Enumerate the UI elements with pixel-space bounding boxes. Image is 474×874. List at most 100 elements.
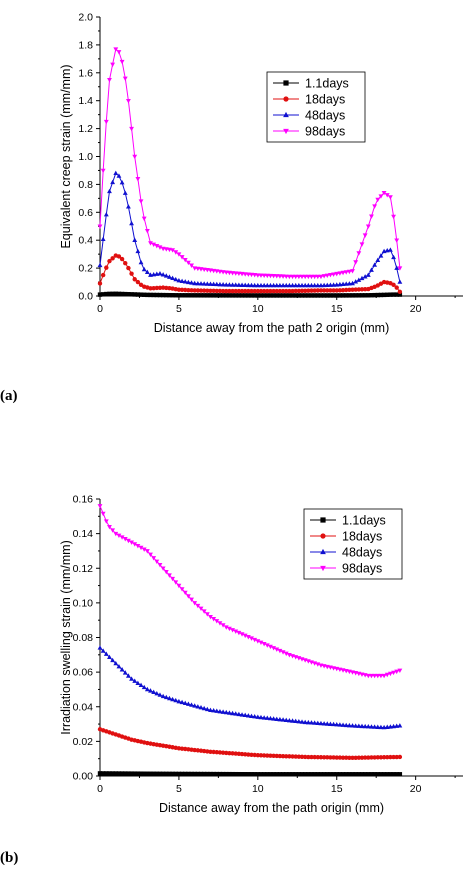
data-point xyxy=(290,288,295,294)
data-point xyxy=(353,755,358,760)
data-point xyxy=(176,583,182,589)
data-point xyxy=(271,753,276,759)
data-point xyxy=(369,755,374,760)
x-tick-label: 10 xyxy=(252,783,264,795)
data-point xyxy=(261,715,267,720)
x-tick-label: 15 xyxy=(331,783,343,795)
data-point xyxy=(129,540,134,545)
data-point xyxy=(167,573,172,578)
data-point xyxy=(138,682,144,688)
data-point xyxy=(255,772,261,777)
data-point xyxy=(220,293,226,298)
legend-marker xyxy=(283,111,289,118)
data-point xyxy=(129,676,134,681)
data-point xyxy=(274,647,280,652)
data-point xyxy=(223,282,229,287)
data-point xyxy=(385,754,390,760)
data-point xyxy=(397,279,403,284)
data-point xyxy=(173,250,179,255)
data-point xyxy=(387,671,393,677)
data-point xyxy=(296,754,302,759)
data-point xyxy=(148,241,153,246)
data-point xyxy=(324,721,330,726)
data-point xyxy=(198,704,204,710)
data-point xyxy=(283,274,289,279)
data-point xyxy=(337,755,343,760)
data-point xyxy=(163,273,169,278)
data-point xyxy=(283,651,289,657)
data-point xyxy=(375,755,380,760)
legend-label: 48days xyxy=(305,109,345,123)
data-point xyxy=(132,154,138,160)
data-point xyxy=(249,713,254,718)
data-point xyxy=(290,718,295,723)
data-point xyxy=(331,288,336,293)
series-1.1days xyxy=(97,771,403,777)
data-point xyxy=(103,211,109,217)
legend-label: 48days xyxy=(342,546,382,560)
data-point xyxy=(214,708,220,713)
data-point xyxy=(347,755,352,760)
data-point xyxy=(286,717,292,723)
data-point xyxy=(230,710,235,716)
data-point xyxy=(255,288,261,294)
y-tick-label: 0.12 xyxy=(73,563,94,575)
data-point xyxy=(122,670,128,675)
data-point xyxy=(372,673,378,679)
data-point xyxy=(100,272,106,278)
data-point xyxy=(397,754,403,760)
data-point xyxy=(160,272,166,277)
data-point xyxy=(208,707,213,712)
data-point xyxy=(192,771,197,777)
data-point xyxy=(312,772,317,777)
data-point xyxy=(366,772,371,777)
data-point xyxy=(343,270,349,275)
data-point xyxy=(173,580,179,585)
data-point xyxy=(264,643,270,648)
data-point xyxy=(167,695,172,701)
data-point xyxy=(204,612,210,617)
data-point xyxy=(179,255,185,260)
series-1.1days xyxy=(97,291,403,298)
data-point xyxy=(280,288,286,294)
data-point xyxy=(144,228,150,234)
data-point xyxy=(381,292,387,298)
data-point xyxy=(280,650,286,655)
data-point xyxy=(252,293,257,298)
data-point xyxy=(274,282,280,288)
data-point xyxy=(283,282,289,288)
data-point xyxy=(145,292,150,298)
data-point xyxy=(328,772,333,777)
data-point xyxy=(290,274,295,280)
data-point xyxy=(104,771,109,776)
data-point xyxy=(252,714,258,719)
data-point xyxy=(290,282,295,288)
data-point xyxy=(170,293,175,298)
data-point xyxy=(233,711,239,716)
data-point xyxy=(189,771,194,777)
data-point xyxy=(321,721,327,726)
data-point xyxy=(353,293,358,298)
data-point xyxy=(211,708,217,713)
data-point xyxy=(286,274,292,280)
data-point xyxy=(211,293,216,298)
data-point xyxy=(293,293,298,298)
data-point xyxy=(116,173,122,178)
data-point xyxy=(268,293,273,298)
data-point xyxy=(242,633,248,639)
chart-1: 0.00 0.02 0.04 0.06 0.08 0.10 0.12 0.14 0.16 0 5 10… xyxy=(59,494,463,815)
data-point xyxy=(394,772,399,777)
data-point xyxy=(265,293,270,298)
data-point xyxy=(394,265,400,270)
data-point xyxy=(236,293,242,298)
data-point xyxy=(167,292,172,298)
data-point xyxy=(217,708,223,714)
data-point xyxy=(220,750,226,755)
data-point xyxy=(378,194,384,199)
data-point xyxy=(201,281,207,286)
data-point xyxy=(387,247,393,252)
data-point xyxy=(325,293,330,298)
data-point xyxy=(318,282,324,288)
data-point xyxy=(350,280,355,286)
data-point xyxy=(369,293,374,298)
